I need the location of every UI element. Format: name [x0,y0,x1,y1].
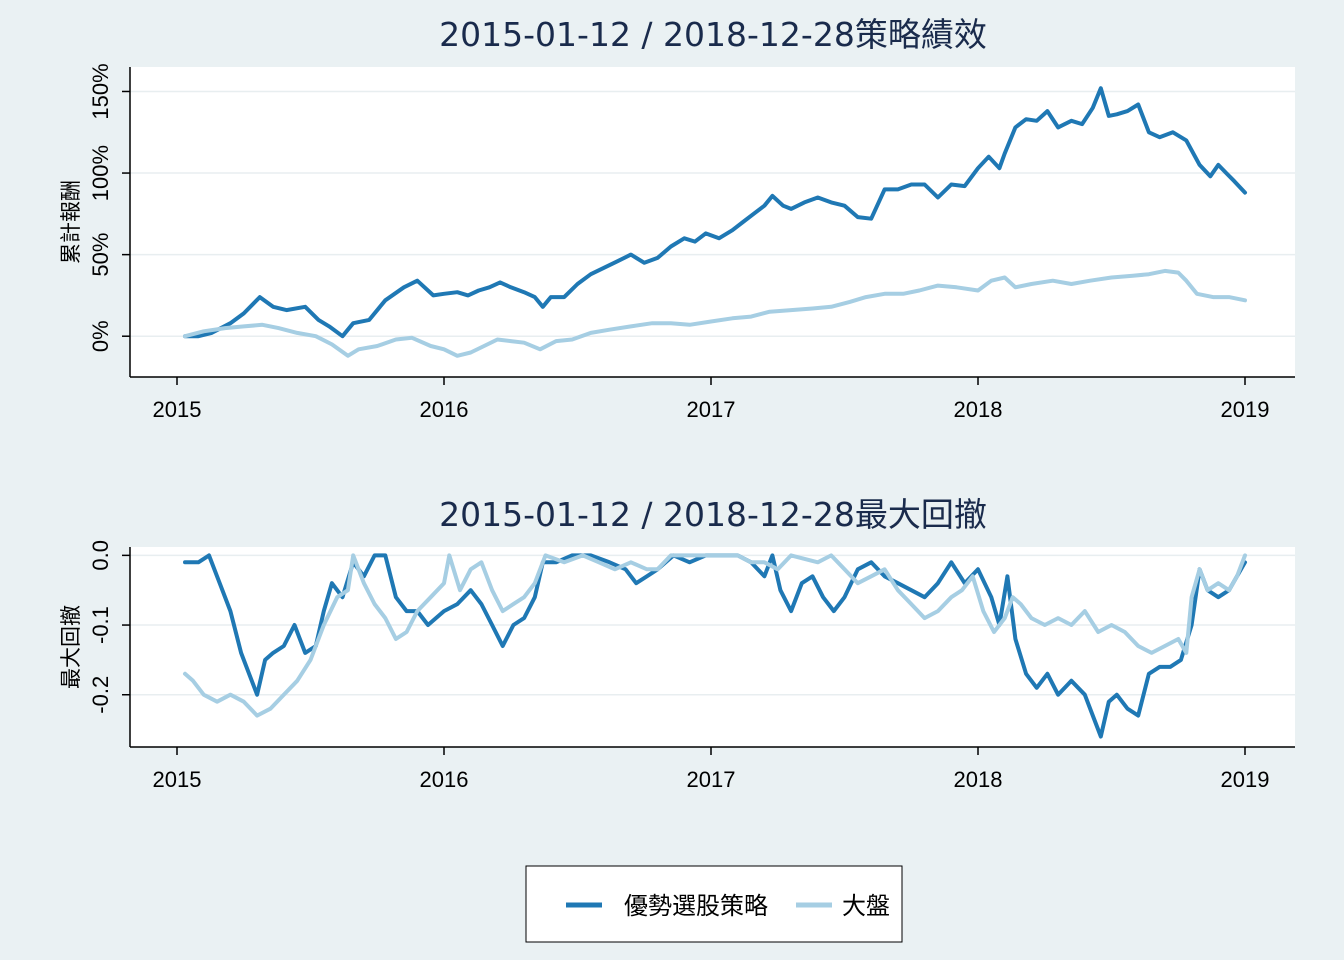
x-tick-label-performance-2: 2017 [687,397,736,422]
x-tick-label-performance-3: 2018 [954,397,1003,422]
legend-label-strategy: 優勢選股策略 [624,892,768,920]
plot-area-drawdown [130,547,1295,747]
chart-title-drawdown: 2015-01-12 / 2018-12-28最大回撤 [439,495,987,534]
x-tick-label-drawdown-0: 2015 [153,767,202,792]
y-tick-label-drawdown-1: -0.1 [88,606,113,644]
y-tick-label-performance-3: 150% [88,63,113,119]
legend: 優勢選股策略 大盤 [525,865,903,943]
y-tick-label-performance-0: 0% [88,320,113,352]
gridlines-performance [130,90,1295,337]
y-axis-label-drawdown: 最大回撤 [59,605,83,689]
y-tick-label-drawdown-2: -0.2 [88,676,113,714]
series-line-drawdown-market [183,553,1247,718]
x-tick-label-drawdown-4: 2019 [1221,767,1270,792]
x-tick-label-drawdown-1: 2016 [420,767,469,792]
chart-title-performance: 2015-01-12 / 2018-12-28策略績效 [439,15,987,54]
x-tick-label-performance-1: 2016 [420,397,469,422]
series-line-performance-strategy [183,86,1247,339]
legend-label-market: 大盤 [842,892,890,920]
series-lines-performance [183,86,1247,358]
x-tick-label-drawdown-2: 2017 [687,767,736,792]
y-tick-label-drawdown-0: 0.0 [88,540,113,571]
axes-performance: 0% 50% 100% 150% 2015 2016 2017 2018 2019 [88,63,1295,422]
panel-drawdown: 2015-01-12 / 2018-12-28最大回撤 0.0 -0.1 -0.2 2… [59,495,1295,792]
x-tick-label-drawdown-3: 2018 [954,767,1003,792]
y-axis-label-performance: 累計報酬 [59,180,83,264]
series-line-performance-market [183,268,1247,358]
panel-performance: 2015-01-12 / 2018-12-28策略績效 0% 50% 100% 150… [59,15,1295,422]
axes-drawdown: 0.0 -0.1 -0.2 2015 2016 2017 2018 2019 [88,540,1295,792]
series-lines-drawdown [183,553,1247,739]
x-tick-label-performance-0: 2015 [153,397,202,422]
x-tick-label-performance-4: 2019 [1221,397,1270,422]
y-tick-label-performance-2: 100% [88,145,113,201]
y-tick-label-performance-1: 50% [88,233,113,277]
